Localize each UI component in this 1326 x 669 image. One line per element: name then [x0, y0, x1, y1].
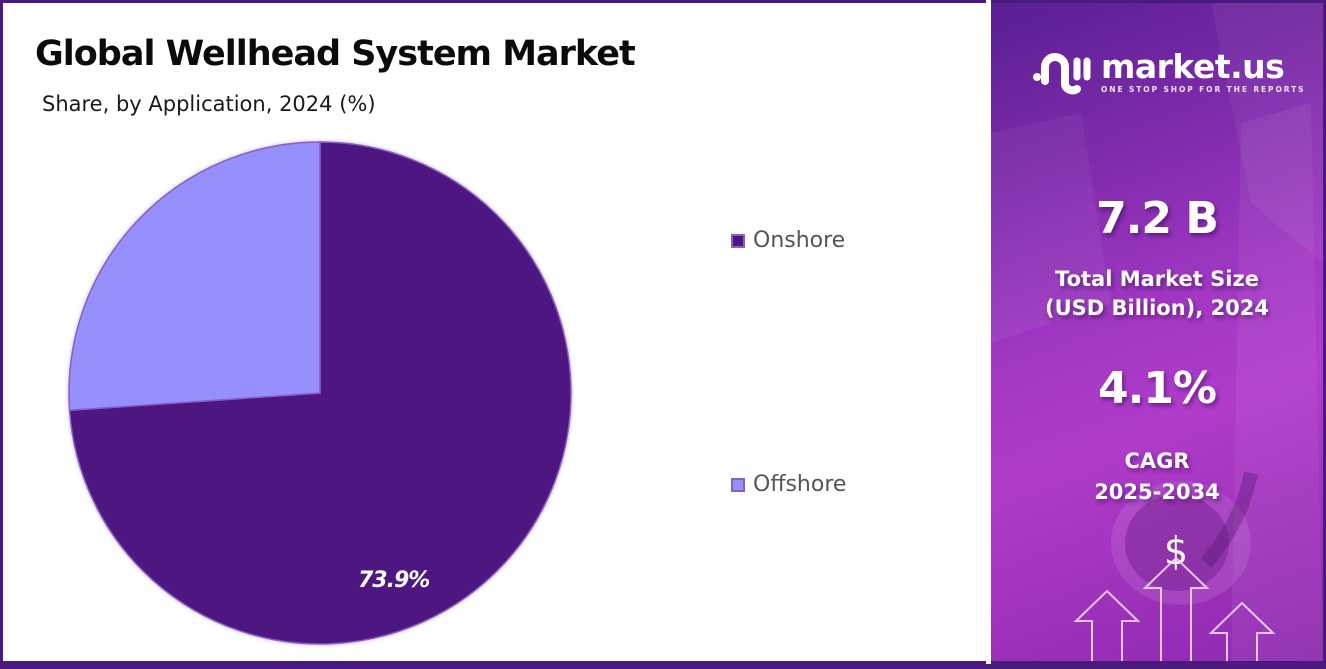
legend-label-onshore: Onshore	[753, 228, 846, 253]
market-size-label-line1: Total Market Size	[1055, 267, 1259, 291]
chart-title: Global Wellhead System Market	[35, 34, 636, 74]
summary-sidebar: market.us ONE STOP SHOP FOR THE REPORTS …	[991, 3, 1323, 661]
legend-swatch-onshore	[731, 233, 745, 248]
market-us-logo-icon	[1033, 53, 1091, 95]
cagr-label: CAGR	[1124, 449, 1190, 473]
pie-chart: 73.9%	[68, 141, 572, 645]
legend-item-offshore[interactable]: Offshore	[731, 472, 846, 497]
dollar-icon: $	[1163, 529, 1189, 573]
panel-divider	[986, 0, 991, 664]
cagr-value: 4.1%	[1097, 363, 1217, 414]
brand-tagline: ONE STOP SHOP FOR THE REPORTS	[1101, 85, 1306, 95]
chart-subtitle: Share, by Application, 2024 (%)	[42, 92, 376, 116]
legend-item-onshore[interactable]: Onshore	[731, 228, 845, 253]
pie-data-label-onshore: 73.9%	[358, 568, 430, 593]
market-size-label-line2: (USD Billion), 2024	[1044, 296, 1270, 320]
brand-name: market.us	[1101, 47, 1285, 87]
legend-label-offshore: Offshore	[753, 472, 847, 497]
legend-swatch-offshore	[731, 477, 745, 492]
pie-svg	[68, 141, 572, 645]
brand-logo: market.us ONE STOP SHOP FOR THE REPORTS	[1031, 47, 1305, 97]
pie-slice-offshore[interactable]	[68, 141, 321, 412]
cagr-period: 2025-2034	[1094, 480, 1220, 504]
market-size-value: 7.2 B	[1096, 193, 1219, 244]
